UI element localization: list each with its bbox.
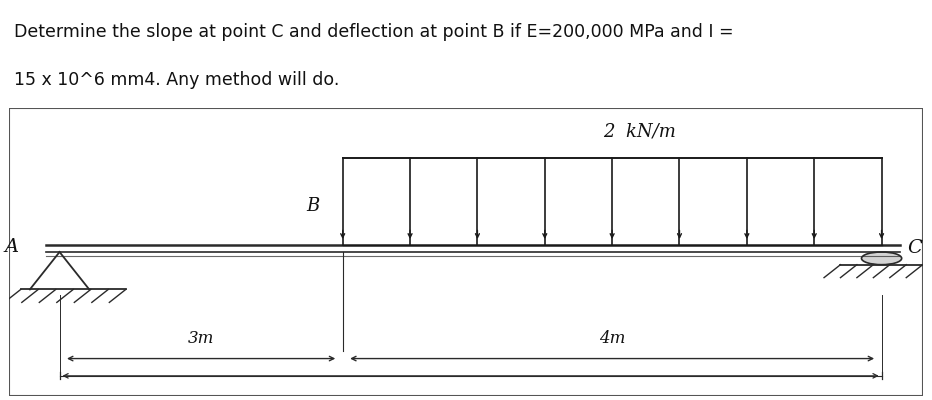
Text: A: A [5, 238, 19, 256]
Text: Determine the slope at point C and deflection at point B if E=200,000 MPa and I : Determine the slope at point C and defle… [14, 23, 733, 41]
Text: 3m: 3m [188, 330, 214, 347]
Circle shape [861, 252, 901, 265]
Text: 2  kN/m: 2 kN/m [603, 122, 676, 140]
Text: 4m: 4m [599, 330, 625, 347]
Text: 15 x 10^6 mm4. Any method will do.: 15 x 10^6 mm4. Any method will do. [14, 71, 339, 89]
Text: C: C [907, 239, 922, 258]
Text: B: B [307, 197, 320, 215]
